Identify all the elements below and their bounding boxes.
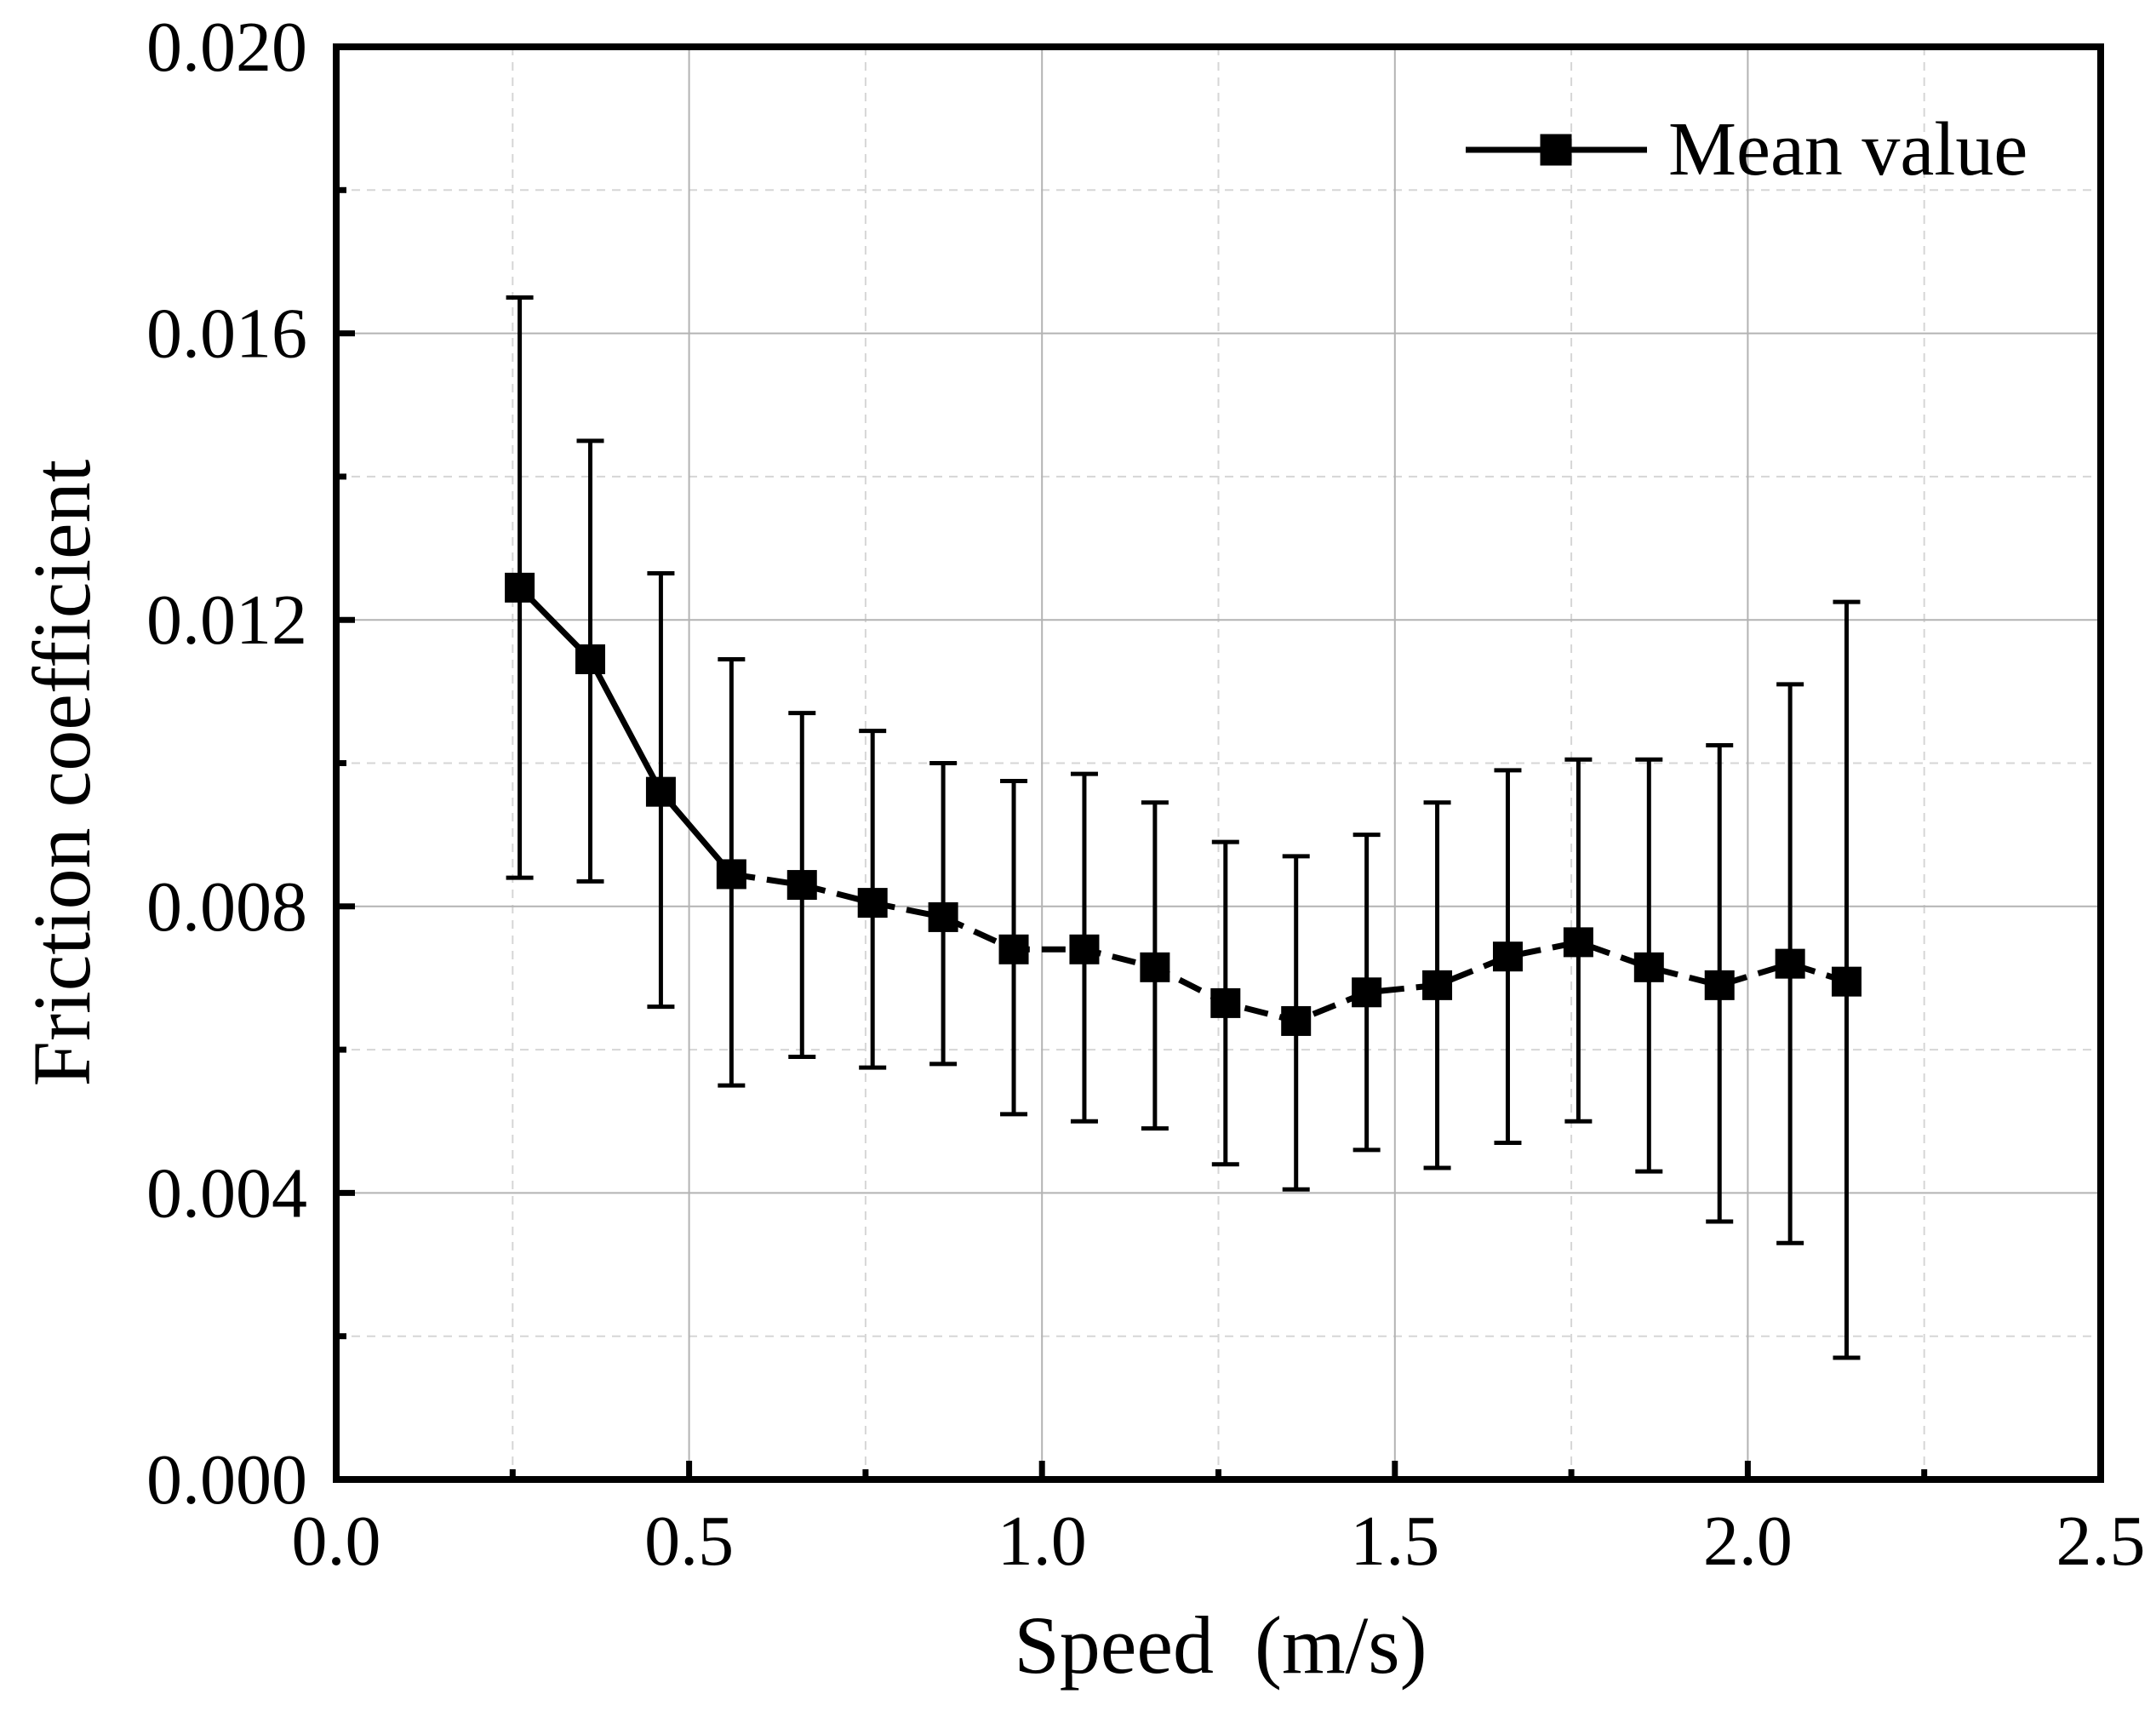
x-tick-label: 1.5 [1350,1502,1439,1581]
x-tick-label: 2.5 [2056,1502,2146,1581]
data-point [1831,966,1861,997]
y-tick-label: 0.000 [146,1440,307,1519]
data-point [1140,952,1170,982]
data-point [786,870,817,901]
data-point [998,934,1029,964]
y-tick-label: 0.004 [146,1153,307,1233]
data-point [575,644,606,674]
data-point [1422,970,1453,1000]
data-point [645,776,676,807]
data-point [1775,948,1805,979]
series-layer [505,295,1861,1360]
data-point [857,888,888,919]
series-line-solid [518,585,735,877]
legend-label: Mean value [1668,107,2027,192]
legend-marker [1540,134,1572,166]
y-tick-label: 0.012 [146,581,307,660]
data-point [1704,970,1735,1000]
data-point [1633,952,1664,982]
y-axis-title: Friction coefficient [16,459,107,1086]
x-tick-label: 0.0 [292,1502,381,1581]
data-point [505,572,535,603]
data-point [1281,1005,1312,1036]
data-point [928,901,958,932]
legend: Mean value [1466,107,2027,192]
data-point [1563,927,1593,958]
x-tick-label: 1.0 [998,1502,1087,1581]
y-tick-label: 0.020 [146,8,307,87]
x-tick-label: 0.5 [644,1502,734,1581]
data-point [1352,977,1382,1008]
data-point [1210,987,1241,1018]
data-point [716,859,746,890]
data-point [1069,934,1100,964]
axes: 0.0 0.5 1.0 1.5 2.0 2.5 0.000 0.004 0.008 0.012 0.… [146,8,2146,1581]
data-point [1492,941,1523,972]
x-tick-label: 2.0 [1703,1502,1793,1581]
x-axis-title: Speed (m/s) [1014,1600,1427,1691]
y-tick-label: 0.016 [146,295,307,374]
y-tick-label: 0.008 [146,867,307,947]
